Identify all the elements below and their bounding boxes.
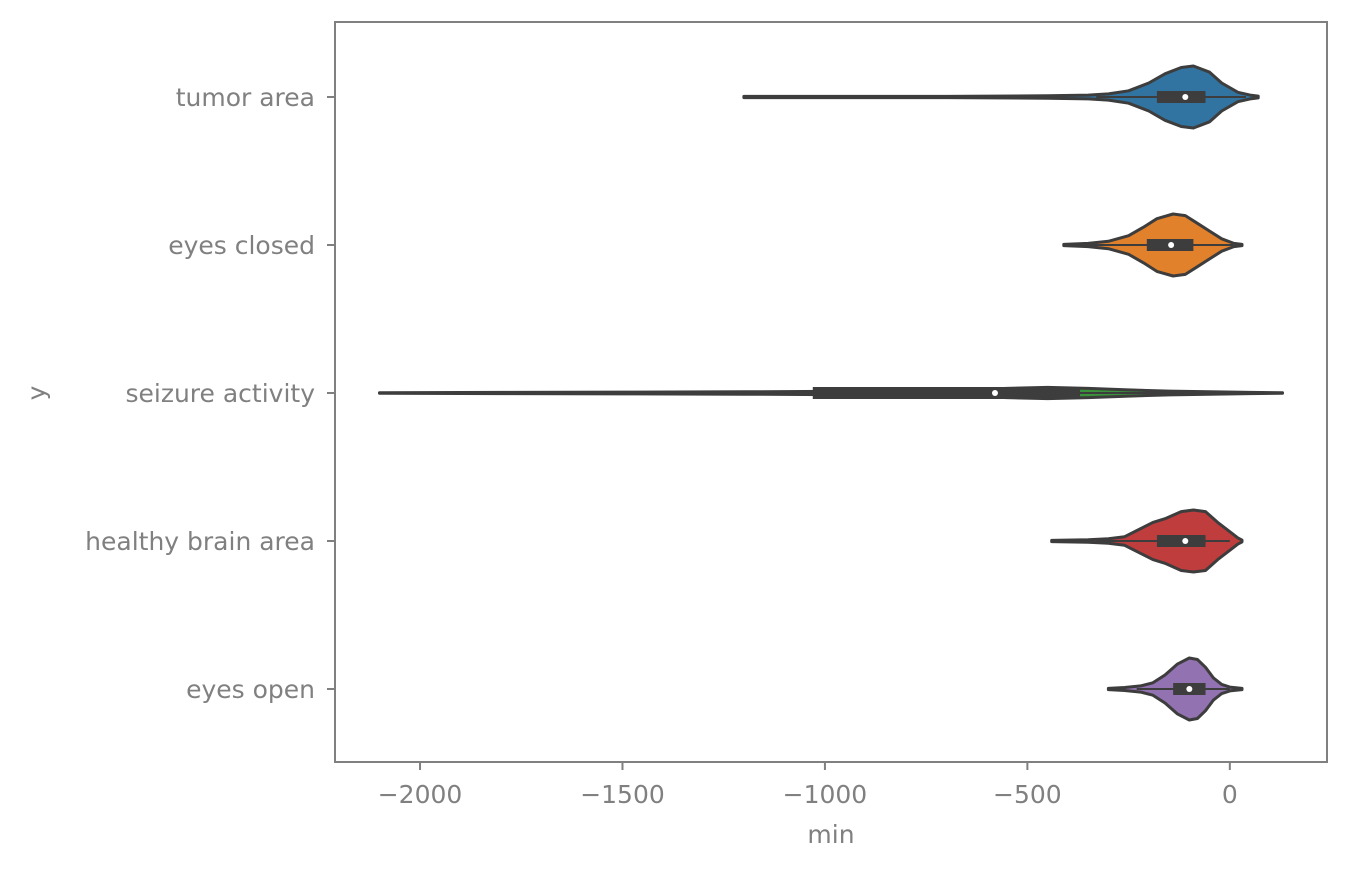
y-tick-label: eyes closed (168, 231, 315, 260)
median-point-eyes-open (1186, 686, 1193, 692)
y-tick-label: healthy brain area (85, 527, 315, 556)
y-tick-label: eyes open (186, 675, 315, 704)
y-axis: tumor area eyes closed seizure activity hea… (85, 83, 335, 704)
iqr-box-seizure-activity (812, 387, 1081, 399)
iqr-box-healthy-brain-area (1156, 535, 1206, 547)
x-tick-label: −500 (993, 780, 1062, 809)
y-axis-label: y (22, 385, 51, 400)
median-point-healthy-brain-area (1182, 538, 1189, 544)
y-tick-label: seizure activity (125, 379, 315, 408)
median-point-eyes-closed (1168, 242, 1175, 248)
x-tick-label: −2000 (378, 780, 463, 809)
median-point-tumor-area (1182, 94, 1189, 100)
x-tick-label: −1000 (783, 780, 868, 809)
x-axis-label: min (807, 820, 854, 849)
violins (378, 64, 1284, 722)
x-tick-label: 0 (1222, 780, 1238, 809)
x-axis: −2000 −1500 −1000 −500 0 (378, 762, 1238, 809)
median-point-seizure-activity (991, 390, 998, 396)
iqr-box-tumor-area (1156, 91, 1206, 103)
x-tick-label: −1500 (580, 780, 665, 809)
y-tick-label: tumor area (176, 83, 315, 112)
violin-tumor-area (742, 64, 1260, 130)
